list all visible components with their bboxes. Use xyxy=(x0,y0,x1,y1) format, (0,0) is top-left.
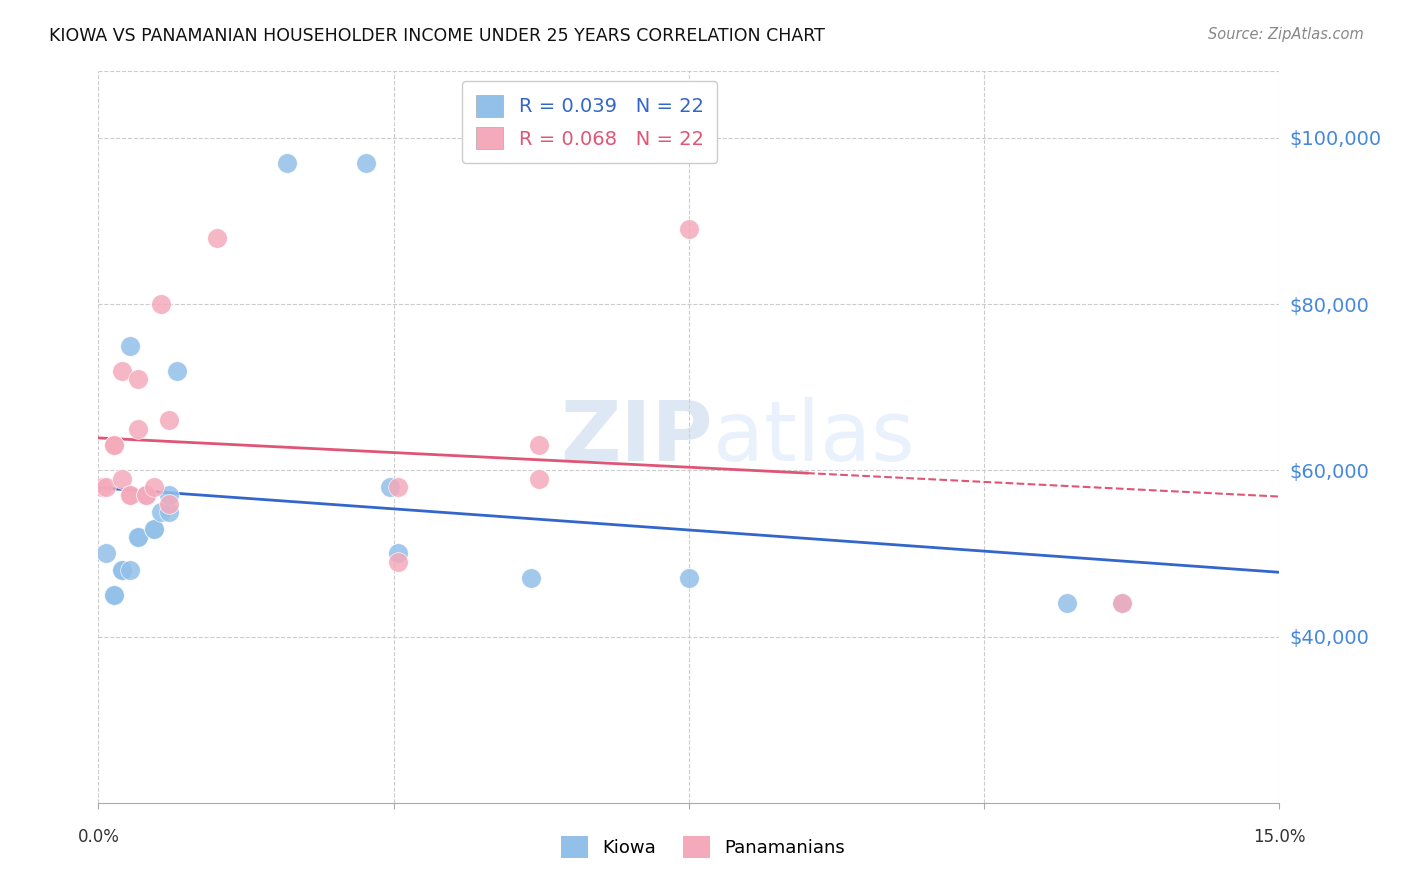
Point xyxy=(127,422,149,436)
Point xyxy=(387,480,409,494)
Legend: R = 0.039   N = 22, R = 0.068   N = 22: R = 0.039 N = 22, R = 0.068 N = 22 xyxy=(463,81,717,163)
Point xyxy=(529,438,551,452)
Point xyxy=(118,339,141,353)
Text: Source: ZipAtlas.com: Source: ZipAtlas.com xyxy=(1208,27,1364,42)
Point xyxy=(678,571,700,585)
Point xyxy=(142,480,165,494)
Point xyxy=(96,480,118,494)
Text: 15.0%: 15.0% xyxy=(1253,828,1306,846)
Point xyxy=(118,488,141,502)
Point xyxy=(135,488,157,502)
Point xyxy=(157,413,180,427)
Point xyxy=(127,530,149,544)
Point xyxy=(91,480,114,494)
Legend: Kiowa, Panamanians: Kiowa, Panamanians xyxy=(554,829,852,865)
Point xyxy=(111,363,134,377)
Text: ZIP: ZIP xyxy=(560,397,713,477)
Point xyxy=(142,521,165,535)
Point xyxy=(103,438,125,452)
Point xyxy=(150,505,173,519)
Point xyxy=(103,438,125,452)
Point xyxy=(111,563,134,577)
Point xyxy=(96,546,118,560)
Point xyxy=(1056,596,1078,610)
Point xyxy=(157,488,180,502)
Point xyxy=(387,546,409,560)
Point xyxy=(1111,596,1133,610)
Point xyxy=(135,488,157,502)
Point xyxy=(142,521,165,535)
Text: 0.0%: 0.0% xyxy=(77,828,120,846)
Point xyxy=(387,555,409,569)
Point xyxy=(276,156,298,170)
Point xyxy=(157,497,180,511)
Point xyxy=(118,488,141,502)
Point xyxy=(1111,596,1133,610)
Point xyxy=(378,480,401,494)
Point xyxy=(529,472,551,486)
Point xyxy=(678,222,700,236)
Point xyxy=(150,297,173,311)
Point xyxy=(157,505,180,519)
Point xyxy=(111,472,134,486)
Point xyxy=(166,363,188,377)
Point xyxy=(111,563,134,577)
Point xyxy=(205,230,228,244)
Point xyxy=(135,488,157,502)
Text: atlas: atlas xyxy=(713,397,914,477)
Point xyxy=(103,588,125,602)
Point xyxy=(127,372,149,386)
Point xyxy=(127,530,149,544)
Point xyxy=(118,563,141,577)
Text: KIOWA VS PANAMANIAN HOUSEHOLDER INCOME UNDER 25 YEARS CORRELATION CHART: KIOWA VS PANAMANIAN HOUSEHOLDER INCOME U… xyxy=(49,27,825,45)
Point xyxy=(103,588,125,602)
Point xyxy=(354,156,377,170)
Point xyxy=(520,571,543,585)
